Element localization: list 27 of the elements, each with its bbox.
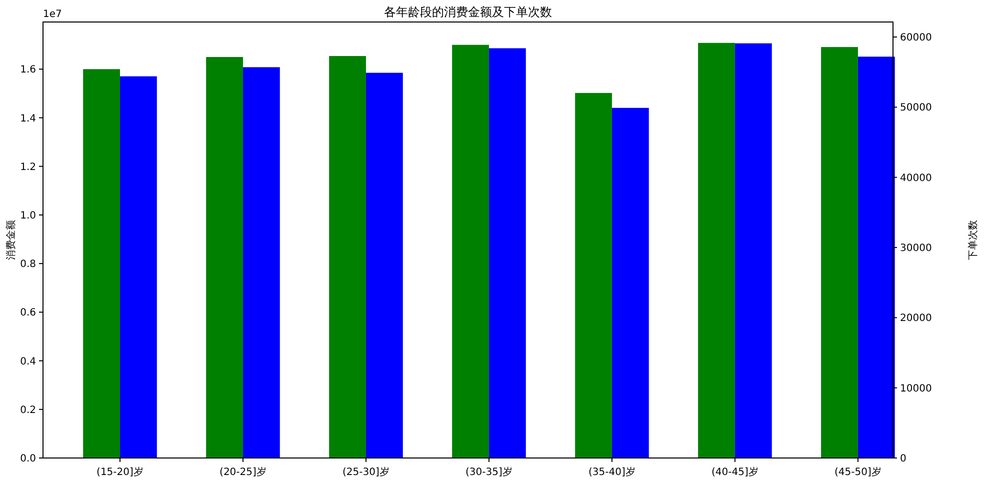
- y2-tick-label: 10000: [900, 383, 932, 394]
- x-tick-label: (40-45]岁: [712, 466, 758, 478]
- text: 1e7: [43, 9, 62, 20]
- y2-tick-label: 50000: [900, 102, 932, 114]
- x-tick-label: (30-35]岁: [466, 466, 512, 478]
- y-axis-title: 消费金额: [5, 220, 17, 260]
- y2-axis-title: 下单次数: [967, 220, 979, 260]
- y2-tick-label: 20000: [900, 313, 932, 324]
- y-tick-label: 0.2: [20, 404, 36, 416]
- y-tick-label: 1.6: [20, 64, 36, 76]
- y2-tick-label: 0: [900, 454, 906, 464]
- y-tick-label: 0.4: [20, 356, 36, 368]
- y-tick-label: 0.6: [20, 308, 36, 319]
- y-tick-label: 1.2: [20, 162, 36, 173]
- y-tick-label: 0.8: [20, 259, 36, 270]
- x-tick-label: (45-50]岁: [834, 466, 882, 478]
- y-tick-label: 0.0: [20, 454, 36, 464]
- y2-tick-label: 40000: [900, 172, 932, 184]
- x-tick-label: (15-20]岁: [96, 466, 144, 478]
- y2-tick-label: 60000: [900, 32, 932, 44]
- y-tick-label: 1.4: [20, 113, 36, 124]
- y2-tick-label: 30000: [900, 243, 932, 254]
- chart-title: 各年龄段的消费金额及下单次数: [384, 5, 552, 19]
- x-tick-label: (35-40]岁: [588, 466, 636, 478]
- x-tick-label: (20-25]岁: [220, 466, 266, 478]
- x-tick-label: (25-30]岁: [342, 466, 390, 478]
- y-tick-label: 1.0: [20, 210, 36, 222]
